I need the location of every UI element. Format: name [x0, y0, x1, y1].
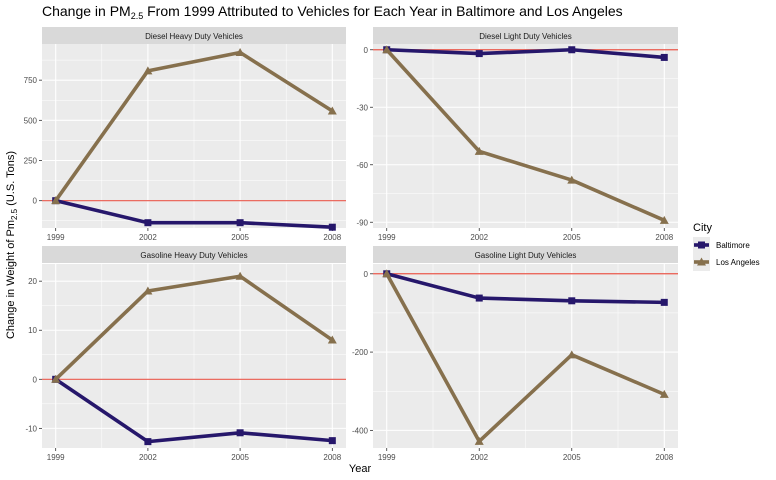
data-point-baltimore-2008 [328, 437, 336, 445]
data-point-baltimore-2005 [568, 46, 576, 54]
data-point-los-angeles-1999 [382, 45, 392, 54]
panel-strip [373, 246, 678, 263]
series-line-baltimore [386, 47, 665, 60]
legend-marker-baltimore [698, 241, 705, 249]
panel-title: Gasoline Heavy Duty Vehicles [140, 251, 247, 260]
x-tick-label: 2005 [231, 453, 249, 462]
panel-gasoline-heavy-duty-vehicles: Gasoline Heavy Duty Vehicles -10 0 10 20 1999… [25, 246, 346, 462]
x-tick-label: 2005 [563, 233, 581, 242]
x-tick-label: 2008 [655, 453, 673, 462]
data-point-los-angeles-1999 [51, 374, 61, 383]
data-point-baltimore-2002 [144, 219, 152, 227]
panel-title: Diesel Heavy Duty Vehicles [145, 32, 243, 41]
data-point-baltimore-2005 [236, 219, 244, 227]
legend-title: City [693, 222, 712, 234]
y-axis-title: Change in Weight of Pm2.5 (U.S. Tons) [5, 151, 19, 339]
x-tick-label: 1999 [47, 233, 65, 242]
data-point-los-angeles-2008 [327, 335, 337, 344]
y-tick-label: 0 [33, 197, 38, 206]
legend-marker-los-angeles [697, 257, 706, 266]
data-point-baltimore-2008 [328, 223, 336, 231]
panel-strip [42, 246, 346, 263]
legend-label-baltimore: Baltimore [716, 241, 750, 250]
x-tick-label: 2005 [231, 233, 249, 242]
data-point-baltimore-2005 [568, 297, 576, 305]
panel-title: Gasoline Light Duty Vehicles [475, 251, 577, 260]
panels: Diesel Heavy Duty Vehicles 0 250 500 750 1999… [24, 27, 678, 462]
y-tick-label: 250 [24, 157, 38, 166]
y-tick-label: -30 [356, 103, 368, 112]
data-point-los-angeles-2005 [235, 271, 245, 280]
x-tick-label: 2005 [563, 453, 581, 462]
data-point-baltimore-2002 [475, 50, 483, 58]
x-tick-label: 1999 [378, 453, 396, 462]
x-tick-label: 2008 [323, 453, 341, 462]
y-tick-label: 0 [364, 46, 369, 55]
data-point-los-angeles-1999 [51, 196, 61, 205]
y-tick-label: -90 [356, 218, 368, 227]
panel-title: Diesel Light Duty Vehicles [479, 32, 572, 41]
legend-label-los-angeles: Los Angeles [716, 258, 760, 267]
y-tick-label: 20 [28, 277, 37, 286]
series-line-los-angeles [54, 274, 334, 381]
data-point-los-angeles-1999 [382, 269, 392, 278]
data-point-los-angeles-2008 [327, 106, 337, 115]
legend: City Baltimore Los Angeles [693, 222, 760, 271]
x-tick-label: 2002 [470, 233, 488, 242]
data-point-los-angeles-2005 [567, 350, 577, 359]
data-point-los-angeles-2005 [235, 48, 245, 57]
y-tick-label: 0 [364, 270, 369, 279]
series-line-baltimore [54, 377, 333, 444]
data-point-baltimore-2005 [236, 429, 244, 437]
x-tick-label: 1999 [378, 233, 396, 242]
y-tick-label: 750 [24, 76, 38, 85]
y-tick-label: -200 [352, 348, 369, 357]
y-tick-label: -400 [352, 426, 369, 435]
chart-title: Change in PM2.5 From 1999 Attributed to … [42, 3, 623, 21]
x-tick-label: 2008 [655, 233, 673, 242]
y-tick-label: 500 [24, 116, 38, 125]
series-line-baltimore [386, 272, 665, 305]
x-tick-label: 2008 [323, 233, 341, 242]
data-point-baltimore-2002 [144, 438, 152, 446]
data-point-los-angeles-2002 [474, 436, 484, 445]
panel-strip [373, 27, 678, 44]
y-tick-label: -60 [356, 161, 368, 170]
data-point-los-angeles-2002 [143, 66, 153, 75]
series-line-los-angeles [54, 50, 334, 202]
series-line-los-angeles [385, 48, 665, 222]
x-tick-label: 1999 [47, 453, 65, 462]
data-point-los-angeles-2005 [567, 175, 577, 184]
y-tick-label: -10 [25, 424, 37, 433]
data-point-los-angeles-2002 [143, 286, 153, 295]
data-point-baltimore-2002 [475, 294, 483, 302]
x-tick-label: 2002 [139, 453, 157, 462]
data-point-los-angeles-2008 [659, 389, 669, 398]
panel-diesel-heavy-duty-vehicles: Diesel Heavy Duty Vehicles 0 250 500 750 1999… [24, 27, 346, 242]
data-point-baltimore-2008 [660, 298, 668, 306]
data-point-baltimore-2008 [660, 53, 668, 61]
series-line-los-angeles [385, 272, 665, 444]
series-line-baltimore [55, 198, 333, 229]
y-tick-label: 0 [33, 375, 38, 384]
y-tick-label: 10 [28, 326, 37, 335]
data-point-los-angeles-2008 [659, 215, 669, 224]
x-axis-title: Year [349, 463, 372, 475]
x-tick-label: 2002 [470, 453, 488, 462]
x-tick-label: 2002 [139, 233, 157, 242]
panel-gasoline-light-duty-vehicles: Gasoline Light Duty Vehicles 0 -200 -400 199… [352, 246, 678, 462]
panel-diesel-light-duty-vehicles: Diesel Light Duty Vehicles 0 -30 -60 -90 1999… [356, 27, 678, 242]
panel-strip [42, 27, 346, 44]
data-point-los-angeles-2002 [474, 146, 484, 155]
